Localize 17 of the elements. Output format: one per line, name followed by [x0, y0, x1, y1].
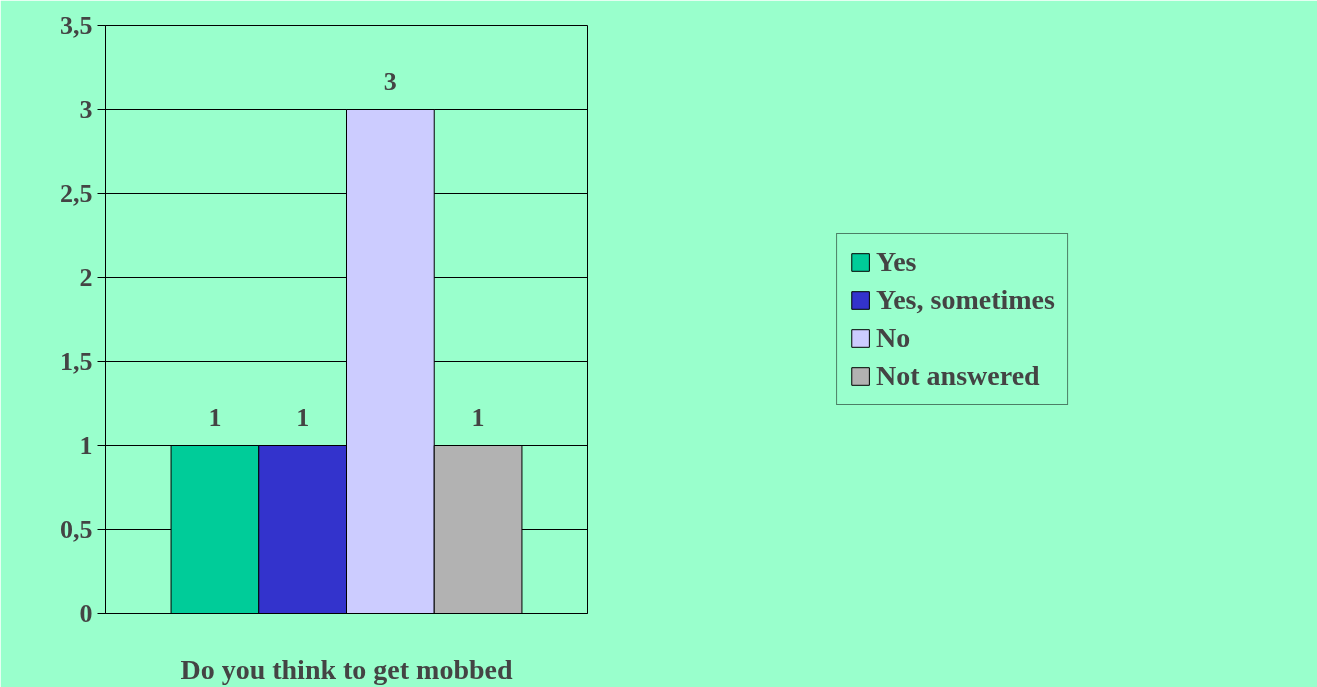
- legend-label: Yes: [876, 246, 917, 278]
- y-tick-label: 0: [79, 599, 93, 628]
- data-label: 1: [296, 402, 310, 432]
- data-label: 1: [208, 402, 222, 432]
- y-tick-label: 1,5: [60, 347, 93, 376]
- legend-label: Yes, sometimes: [876, 284, 1055, 316]
- legend-label: Not answered: [876, 360, 1040, 392]
- y-tick-label: 2,5: [60, 179, 93, 208]
- y-tick-label: 1: [79, 431, 93, 460]
- y-tick-label: 3: [79, 95, 93, 124]
- y-tick-label: 2: [79, 263, 93, 292]
- data-label: 1: [471, 402, 485, 432]
- legend-label: No: [876, 322, 911, 354]
- y-tick-label: 0,5: [60, 515, 93, 544]
- data-label: 3: [383, 66, 397, 96]
- x-axis-title: Do you think to get mobbed: [180, 653, 514, 685]
- y-tick-label: 3,5: [60, 11, 93, 40]
